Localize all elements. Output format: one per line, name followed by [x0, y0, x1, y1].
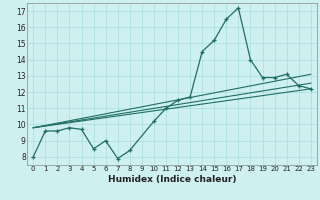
X-axis label: Humidex (Indice chaleur): Humidex (Indice chaleur): [108, 175, 236, 184]
